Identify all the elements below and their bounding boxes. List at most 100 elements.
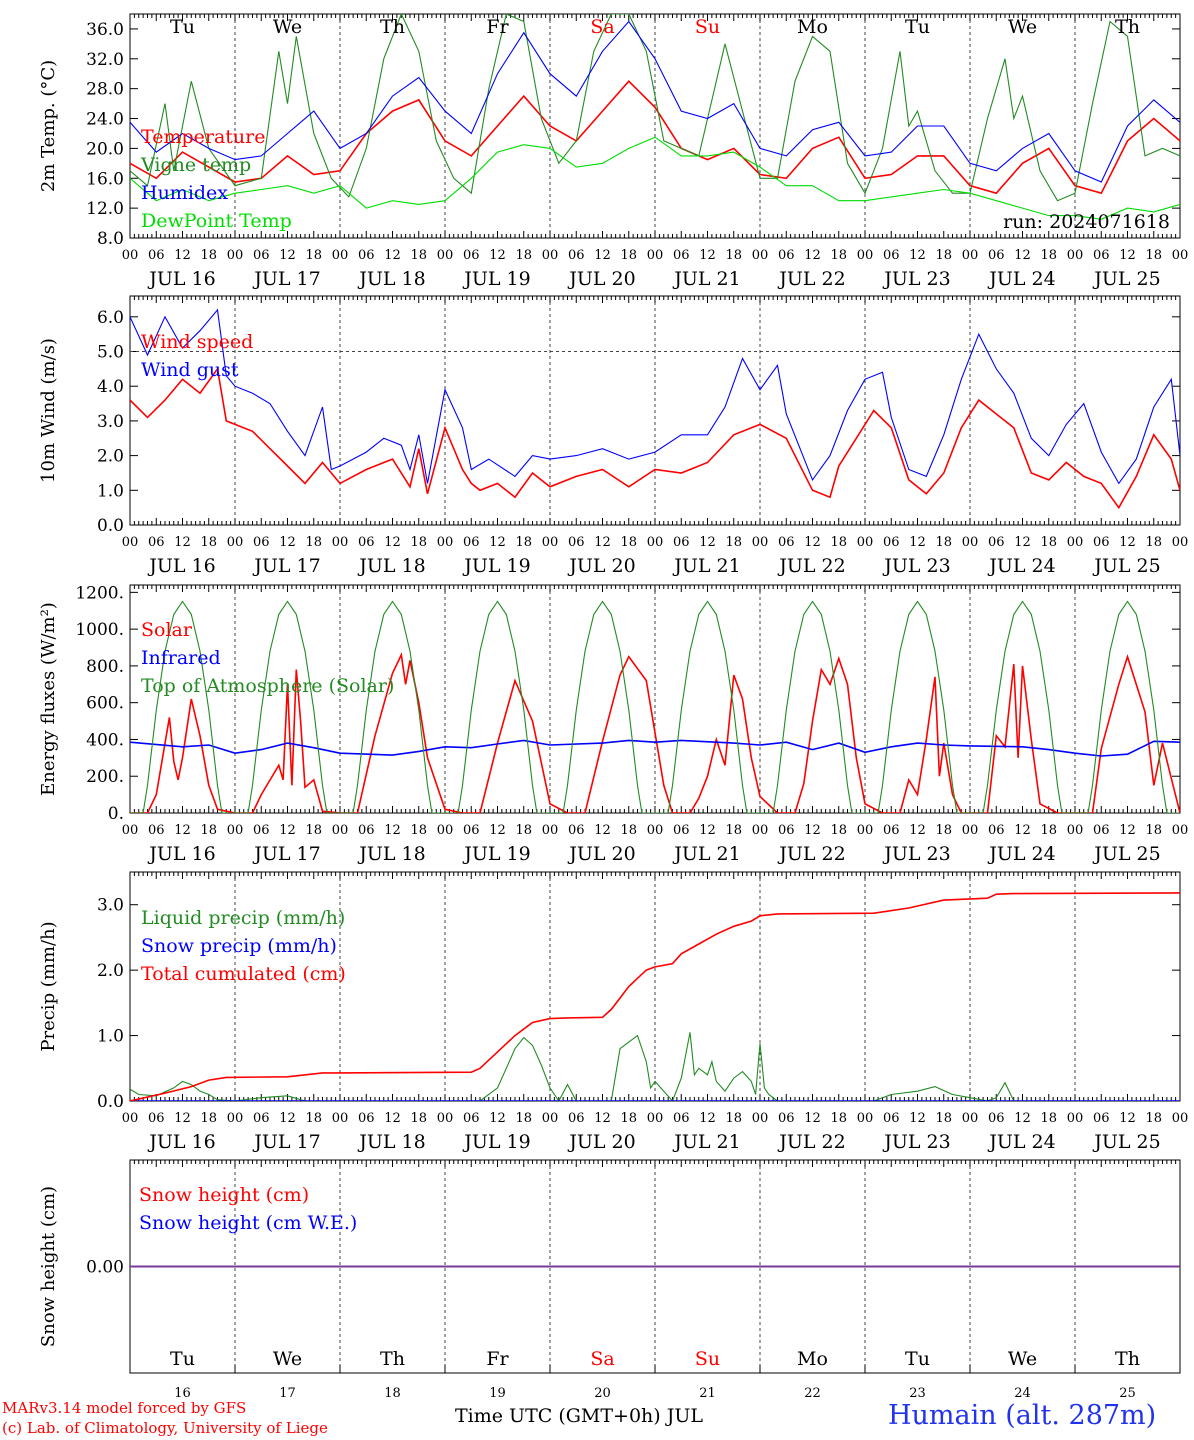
hour-tick-label: 00 — [437, 823, 454, 838]
y-axis-label: Snow height (cm) — [38, 1186, 59, 1347]
hour-tick-label: 12 — [279, 248, 296, 263]
date-label: JUL 23 — [882, 555, 950, 577]
hour-tick-label: 00 — [1067, 535, 1084, 550]
run-label: run: 2024071618 — [1003, 211, 1170, 233]
hour-tick-label: 18 — [305, 248, 322, 263]
hour-tick-label: 12 — [279, 823, 296, 838]
hour-tick-label: 18 — [515, 1111, 532, 1126]
hour-tick-label: 00 — [752, 535, 769, 550]
legend-entry: Humidex — [141, 182, 228, 204]
hour-tick-label: 18 — [725, 823, 742, 838]
hour-tick-label: 06 — [1093, 1111, 1110, 1126]
y-tick-label: 800. — [86, 657, 124, 677]
day-name-bottom: Su — [695, 1348, 720, 1370]
y-tick-label: 4.0 — [97, 377, 124, 397]
hour-tick-label: 12 — [1119, 1111, 1136, 1126]
hour-tick-label: 18 — [200, 1111, 217, 1126]
day-name-top: Sa — [590, 16, 614, 38]
hour-tick-label: 00 — [1067, 1111, 1084, 1126]
date-label: JUL 17 — [252, 268, 320, 290]
hour-tick-label: 06 — [883, 535, 900, 550]
y-axis-label: 2m Temp. (°C) — [38, 60, 59, 192]
credit-line-1: MARv3.14 model forced by GFS — [2, 1399, 247, 1417]
hour-tick-label: 12 — [174, 248, 191, 263]
date-label: JUL 16 — [147, 555, 215, 577]
y-tick-label: 400. — [86, 730, 124, 750]
y-tick-label: 0.00 — [86, 1258, 124, 1278]
date-label: JUL 16 — [147, 268, 215, 290]
hour-tick-label: 06 — [568, 248, 585, 263]
series-line-wind-gust — [130, 308, 1180, 485]
legend-entry: Infrared — [141, 647, 221, 669]
hour-tick-label: 00 — [122, 1111, 139, 1126]
y-tick-label: 32.0 — [86, 50, 124, 70]
legend-entry: Vigne temp — [140, 154, 251, 176]
day-number: 22 — [804, 1386, 821, 1401]
day-name-bottom: We — [273, 1348, 302, 1370]
hour-tick-label: 00 — [122, 248, 139, 263]
hour-tick-label: 00 — [227, 248, 244, 263]
hour-tick-label: 00 — [1172, 1111, 1189, 1126]
hour-tick-label: 12 — [174, 1111, 191, 1126]
hour-tick-label: 12 — [384, 1111, 401, 1126]
legend-entry: Wind speed — [141, 331, 253, 353]
hour-tick-label: 18 — [410, 823, 427, 838]
hour-tick-label: 12 — [1014, 823, 1031, 838]
day-name-bottom: Sa — [590, 1348, 614, 1370]
hour-tick-label: 06 — [463, 535, 480, 550]
hour-tick-label: 12 — [1119, 823, 1136, 838]
hour-tick-label: 18 — [1145, 248, 1162, 263]
hour-tick-label: 18 — [830, 1111, 847, 1126]
hour-tick-label: 00 — [752, 248, 769, 263]
day-number: 20 — [594, 1386, 611, 1401]
hour-tick-label: 18 — [1040, 535, 1057, 550]
hour-tick-label: 12 — [699, 823, 716, 838]
hour-tick-label: 18 — [515, 823, 532, 838]
hour-tick-label: 06 — [253, 535, 270, 550]
day-name-bottom: Th — [1115, 1348, 1140, 1370]
hour-tick-label: 12 — [489, 535, 506, 550]
y-axis-label: Precip (mm/h) — [38, 921, 59, 1051]
hour-tick-label: 06 — [358, 1111, 375, 1126]
hour-tick-label: 06 — [148, 248, 165, 263]
hour-tick-label: 06 — [568, 823, 585, 838]
date-label: JUL 20 — [567, 843, 635, 865]
date-label: JUL 21 — [672, 555, 740, 577]
series-line-vigne-temp — [130, 14, 1180, 202]
day-name-top: We — [1008, 16, 1037, 38]
day-number: 21 — [699, 1386, 716, 1401]
hour-tick-label: 18 — [200, 823, 217, 838]
day-number: 17 — [279, 1386, 296, 1401]
hour-tick-label: 18 — [935, 823, 952, 838]
hour-tick-label: 00 — [332, 1111, 349, 1126]
date-label: JUL 18 — [357, 1131, 425, 1153]
hour-tick-label: 12 — [1014, 1111, 1031, 1126]
hour-tick-label: 12 — [594, 823, 611, 838]
hour-tick-label: 18 — [305, 535, 322, 550]
y-tick-label: 24.0 — [86, 110, 124, 130]
day-number: 24 — [1014, 1386, 1031, 1401]
y-tick-label: 1.0 — [97, 481, 124, 501]
date-label: JUL 20 — [567, 1131, 635, 1153]
day-name-bottom: Mo — [797, 1348, 828, 1370]
hour-tick-label: 12 — [804, 1111, 821, 1126]
hour-tick-label: 18 — [935, 1111, 952, 1126]
hour-tick-label: 12 — [384, 823, 401, 838]
series-line-dewpoint-temp — [130, 136, 1180, 220]
hour-tick-label: 06 — [358, 248, 375, 263]
date-label: JUL 19 — [462, 843, 530, 865]
hour-tick-label: 06 — [148, 823, 165, 838]
series-line-temperature — [130, 80, 1180, 195]
hour-tick-label: 06 — [148, 1111, 165, 1126]
hour-tick-label: 18 — [305, 823, 322, 838]
date-label: JUL 19 — [462, 1131, 530, 1153]
legend-entry: Solar — [141, 619, 193, 641]
hour-tick-label: 12 — [279, 535, 296, 550]
y-tick-label: 600. — [86, 694, 124, 714]
date-label: JUL 17 — [252, 1131, 320, 1153]
hour-tick-label: 00 — [752, 1111, 769, 1126]
date-label: JUL 19 — [462, 268, 530, 290]
date-label: JUL 22 — [777, 555, 845, 577]
hour-tick-label: 00 — [227, 1111, 244, 1126]
